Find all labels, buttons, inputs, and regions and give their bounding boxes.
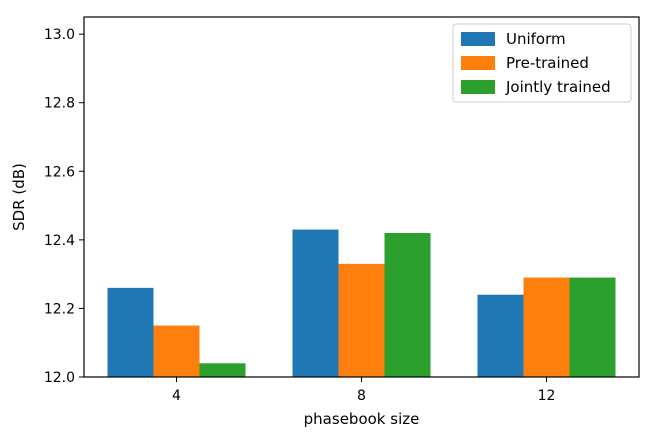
bar-uniform-8 bbox=[292, 229, 339, 377]
y-tick-label: 12.8 bbox=[44, 96, 75, 112]
legend-swatch-uniform bbox=[461, 32, 495, 46]
bar-jointly-trained-12 bbox=[569, 277, 616, 377]
y-tick-label: 13.0 bbox=[44, 27, 75, 43]
bar-pre-trained-8 bbox=[338, 263, 385, 377]
legend-label-uniform: Uniform bbox=[506, 30, 566, 48]
y-tick-label: 12.4 bbox=[44, 233, 75, 249]
bar-uniform-12 bbox=[477, 294, 524, 377]
x-tick-label: 4 bbox=[172, 388, 181, 404]
bar-pre-trained-12 bbox=[523, 277, 570, 377]
bars-layer bbox=[107, 229, 616, 377]
legend-label-jointly-trained: Jointly trained bbox=[505, 78, 611, 96]
legend-swatch-jointly-trained bbox=[461, 80, 495, 94]
legend: Uniform Pre-trained Jointly trained bbox=[452, 23, 632, 103]
x-tick-label: 8 bbox=[357, 388, 366, 404]
x-axis-ticks: 4 8 12 bbox=[172, 377, 555, 404]
legend-label-pre-trained: Pre-trained bbox=[506, 54, 589, 72]
bar-uniform-4 bbox=[107, 287, 154, 377]
x-tick-label: 12 bbox=[538, 388, 556, 404]
bar-jointly-trained-4 bbox=[199, 363, 246, 377]
y-tick-label: 12.6 bbox=[44, 164, 75, 180]
y-tick-label: 12.2 bbox=[44, 301, 75, 317]
y-tick-label: 12.0 bbox=[44, 370, 75, 386]
x-axis-label: phasebook size bbox=[304, 410, 420, 428]
legend-box bbox=[452, 23, 632, 103]
bar-jointly-trained-8 bbox=[384, 233, 431, 377]
y-axis-label: SDR (dB) bbox=[10, 163, 28, 231]
legend-swatch-pre-trained bbox=[461, 56, 495, 70]
y-axis-ticks: 12.0 12.2 12.4 12.6 12.8 13.0 bbox=[44, 27, 84, 386]
bar-pre-trained-4 bbox=[153, 325, 200, 377]
